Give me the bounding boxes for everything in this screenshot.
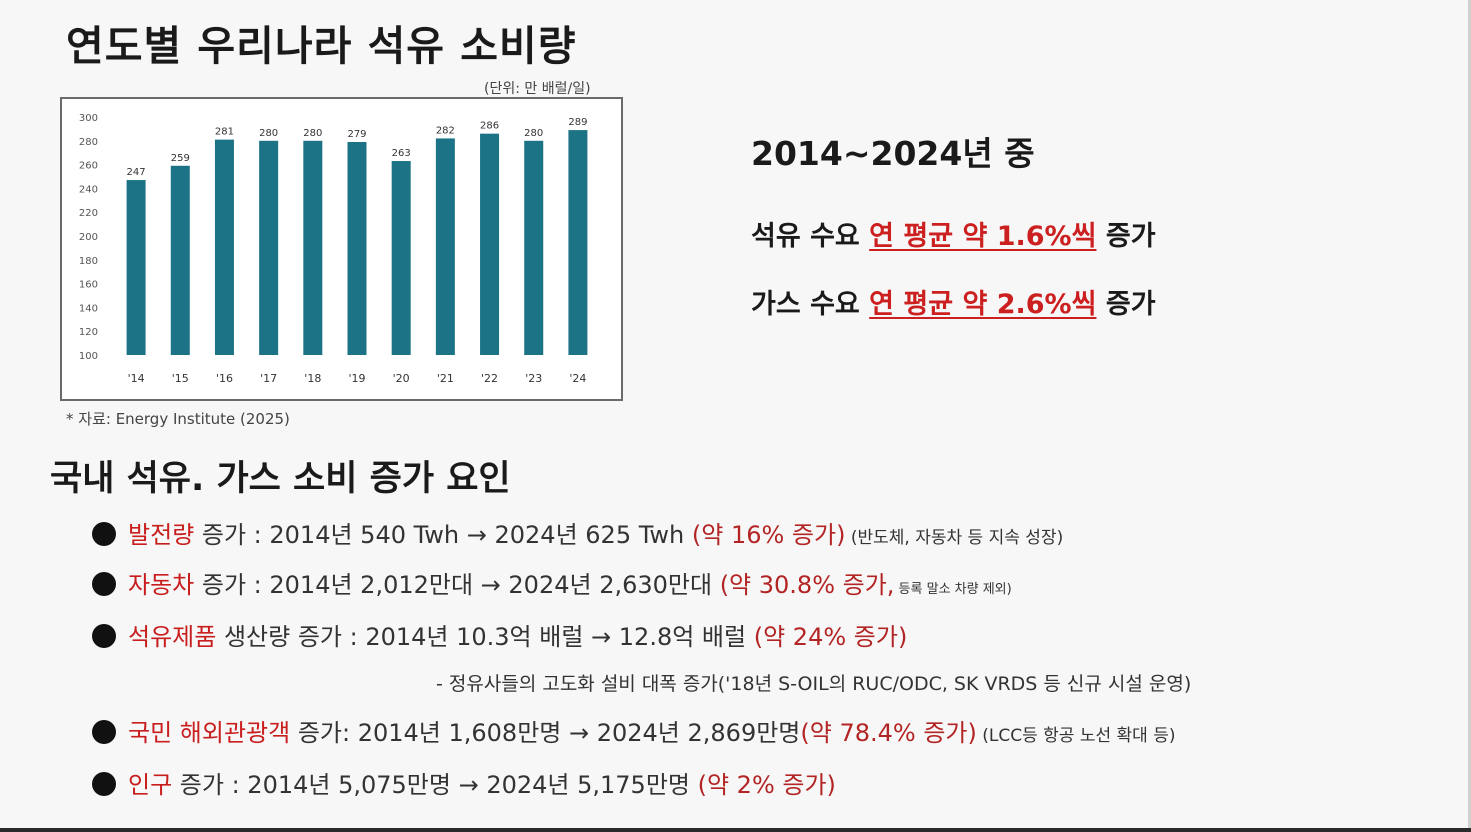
factor-note: (LCC등 항공 노선 확대 등) [976, 726, 1176, 746]
frame-edge-right [1468, 0, 1471, 832]
factor-term: 국민 해외관광객 [128, 719, 291, 747]
y-tick-label: 100 [79, 351, 98, 362]
y-tick-label: 120 [79, 327, 98, 338]
period-heading: 2014~2024년 중 [751, 134, 1035, 173]
data-label: 280 [259, 128, 278, 139]
factor-text: 증가 : 2014년 2,012만대 → 2024년 2,630만대 [194, 571, 720, 599]
gas-demand-trend: 가스 수요 연 평균 약 2.6%씩 증가 [751, 282, 1156, 321]
data-label: 279 [347, 129, 366, 140]
y-tick-label: 300 [79, 113, 98, 124]
bar-18 [303, 140, 323, 355]
factor-change: (약 78.4% 증가) [800, 719, 977, 747]
y-tick-label: 160 [79, 280, 98, 291]
gas-demand-highlight: 연 평균 약 2.6%씩 [869, 289, 1097, 320]
x-tick-label: '22 [481, 372, 498, 385]
bullet-icon [92, 522, 116, 546]
oil-demand-trend: 석유 수요 연 평균 약 1.6%씩 증가 [751, 214, 1156, 253]
refinery-subnote: - 정유사들의 고도화 설비 대폭 증가('18년 S-OIL의 RUC/ODC… [436, 673, 1192, 695]
factor-change: (약 2% 증가) [697, 771, 836, 799]
data-label: 263 [392, 148, 411, 159]
bar-16 [214, 139, 234, 355]
factor-text: 생산량 증가 : 2014년 10.3억 배럴 → 12.8억 배럴 [216, 623, 754, 651]
bar-19 [347, 141, 367, 355]
x-tick-label: '19 [348, 372, 365, 385]
factor-note: (반도체, 자동차 등 지속 성장) [845, 528, 1064, 548]
unit-note: (단위: 만 배럴/일) [484, 81, 591, 97]
x-tick-label: '16 [216, 372, 233, 385]
data-label: 259 [171, 153, 190, 164]
bar-14 [126, 180, 146, 355]
factor-power-generation: 발전량 증가 : 2014년 540 Twh → 2024년 625 Twh (… [92, 515, 1063, 550]
x-tick-label: '17 [260, 372, 277, 385]
factor-change: (약 24% 증가) [753, 623, 908, 651]
bar-17 [259, 140, 279, 355]
x-tick-label: '21 [437, 372, 454, 385]
bar-21 [435, 138, 455, 355]
bullet-icon [92, 772, 116, 796]
factor-term: 인구 [128, 771, 173, 799]
x-tick-label: '18 [304, 372, 321, 385]
y-tick-label: 260 [79, 161, 98, 172]
bullet-icon [92, 624, 116, 648]
data-label: 280 [303, 128, 322, 139]
bar-22 [480, 133, 500, 355]
factor-term: 발전량 [128, 521, 195, 549]
gas-demand-lead: 가스 수요 [751, 289, 870, 320]
data-label: 280 [524, 128, 543, 139]
data-label: 289 [568, 117, 587, 128]
x-tick-label: '15 [172, 372, 189, 385]
gas-demand-tail: 증가 [1096, 289, 1156, 320]
factor-text: 증가 : 2014년 5,075만명 → 2024년 5,175만명 [172, 771, 698, 799]
bar-23 [524, 140, 544, 355]
bar-24 [568, 130, 588, 355]
factor-change: (약 30.8% 증가, [719, 571, 895, 599]
data-label: 281 [215, 127, 234, 138]
page-title: 연도별 우리나라 석유 소비량 [66, 22, 577, 70]
factor-vehicles: 자동차 증가 : 2014년 2,012만대 → 2024년 2,630만대 (… [92, 565, 1012, 600]
oil-demand-lead: 석유 수요 [751, 221, 870, 252]
y-tick-label: 240 [79, 184, 98, 195]
x-tick-label: '14 [128, 372, 145, 385]
y-tick-label: 220 [79, 208, 98, 219]
bullet-icon [92, 720, 116, 744]
x-tick-label: '20 [393, 372, 410, 385]
factor-note: 등록 말소 차량 제외) [894, 582, 1012, 597]
frame-edge-bottom [0, 828, 1471, 832]
y-tick-label: 280 [79, 137, 98, 148]
factor-text: 증가: 2014년 1,608만명 → 2024년 2,869만명 [290, 719, 801, 747]
bar-chart: 300 280 260 240 220 200 180 160 140 120 100 247 '14 2… [60, 97, 623, 401]
factor-petroleum-products: 석유제품 생산량 증가 : 2014년 10.3억 배럴 → 12.8억 배럴 … [92, 617, 907, 652]
factor-term: 석유제품 [128, 623, 217, 651]
x-tick-label: '23 [525, 372, 542, 385]
x-tick-label: '24 [569, 372, 586, 385]
y-tick-label: 140 [79, 303, 98, 314]
factor-text: 증가 : 2014년 540 Twh → 2024년 625 Twh [194, 521, 692, 549]
oil-demand-highlight: 연 평균 약 1.6%씩 [869, 221, 1097, 252]
bar-20 [391, 161, 411, 355]
source-note: * 자료: Energy Institute (2025) [66, 410, 290, 428]
data-label: 286 [480, 121, 499, 132]
data-label: 282 [436, 125, 455, 136]
y-tick-label: 180 [79, 256, 98, 267]
factor-overseas-tourists: 국민 해외관광객 증가: 2014년 1,608만명 → 2024년 2,869… [92, 713, 1175, 748]
factor-change: (약 16% 증가) [691, 521, 846, 549]
y-tick-label: 200 [79, 232, 98, 243]
data-label: 247 [127, 167, 146, 178]
factors-heading: 국내 석유. 가스 소비 증가 요인 [50, 459, 511, 499]
factor-term: 자동차 [128, 571, 195, 599]
bar-15 [170, 165, 190, 355]
bullet-icon [92, 572, 116, 596]
oil-demand-tail: 증가 [1096, 221, 1156, 252]
bar-chart-svg: 300 280 260 240 220 200 180 160 140 120 100 247 '14 2… [79, 113, 588, 385]
factor-population: 인구 증가 : 2014년 5,075만명 → 2024년 5,175만명 (약… [92, 765, 836, 800]
